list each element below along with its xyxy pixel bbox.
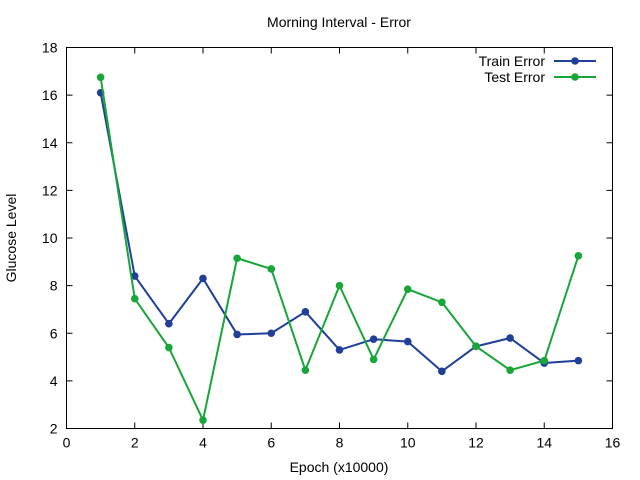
data-point: [267, 329, 276, 338]
x-tick-label: 6: [267, 435, 275, 451]
data-point: [130, 272, 139, 280]
data-point: [165, 343, 173, 352]
data-point: [369, 355, 378, 364]
data-point: [403, 337, 412, 346]
x-tick-label: 0: [63, 435, 71, 451]
x-tick-label: 4: [199, 435, 207, 451]
y-tick-label: 6: [50, 325, 58, 341]
data-point: [472, 342, 480, 351]
y-tick-label: 12: [42, 182, 58, 198]
data-point: [335, 346, 344, 354]
y-tick-label: 16: [42, 87, 58, 103]
x-axis: 0 2 4 6 8 10 12 14 16: [63, 47, 621, 451]
y-tick-label: 8: [50, 278, 58, 294]
data-point: [165, 319, 173, 328]
data-point: [506, 366, 514, 374]
y-tick-label: 18: [42, 40, 58, 56]
y-tick-label: 14: [42, 135, 58, 151]
data-point: [506, 334, 514, 342]
data-point: [438, 367, 446, 376]
x-tick-label: 14: [536, 435, 552, 451]
y-tick-label: 10: [42, 230, 58, 246]
series-line: [99, 92, 579, 373]
y-tick-label: 2: [50, 421, 58, 437]
y-axis-label: Glucose Level: [3, 194, 19, 283]
y-tick-label: 4: [50, 373, 58, 389]
data-point: [130, 294, 139, 303]
legend-swatch-point: [571, 73, 579, 81]
data-point: [301, 308, 310, 316]
data-point: [233, 254, 241, 263]
series-layer: [96, 73, 583, 424]
data-point: [233, 330, 241, 339]
data-point: [96, 73, 105, 82]
data-point: [199, 274, 207, 283]
plot-frame: [66, 47, 613, 429]
legend-swatch-point: [571, 57, 579, 65]
series-test-error: [96, 73, 583, 424]
data-point: [335, 281, 344, 290]
y-axis: 2 4 6 8 10 12 14 16 18: [42, 40, 613, 437]
data-point: [540, 356, 549, 365]
data-point: [574, 252, 583, 260]
x-tick-label: 2: [131, 435, 139, 451]
legend-label: Train Error: [479, 53, 546, 69]
data-point: [403, 285, 412, 293]
x-tick-label: 8: [336, 435, 344, 451]
data-point: [301, 366, 310, 374]
legend-label: Test Error: [484, 69, 545, 85]
data-point: [199, 416, 207, 424]
chart-title: Morning Interval - Error: [267, 14, 411, 30]
data-point: [574, 356, 583, 365]
data-point: [438, 298, 446, 307]
data-point: [369, 335, 378, 344]
x-tick-label: 16: [605, 435, 621, 451]
data-point: [267, 265, 276, 273]
x-axis-label: Epoch (x10000): [290, 459, 389, 475]
x-tick-label: 10: [400, 435, 416, 451]
series-train-error: [96, 88, 583, 376]
x-tick-label: 12: [468, 435, 484, 451]
